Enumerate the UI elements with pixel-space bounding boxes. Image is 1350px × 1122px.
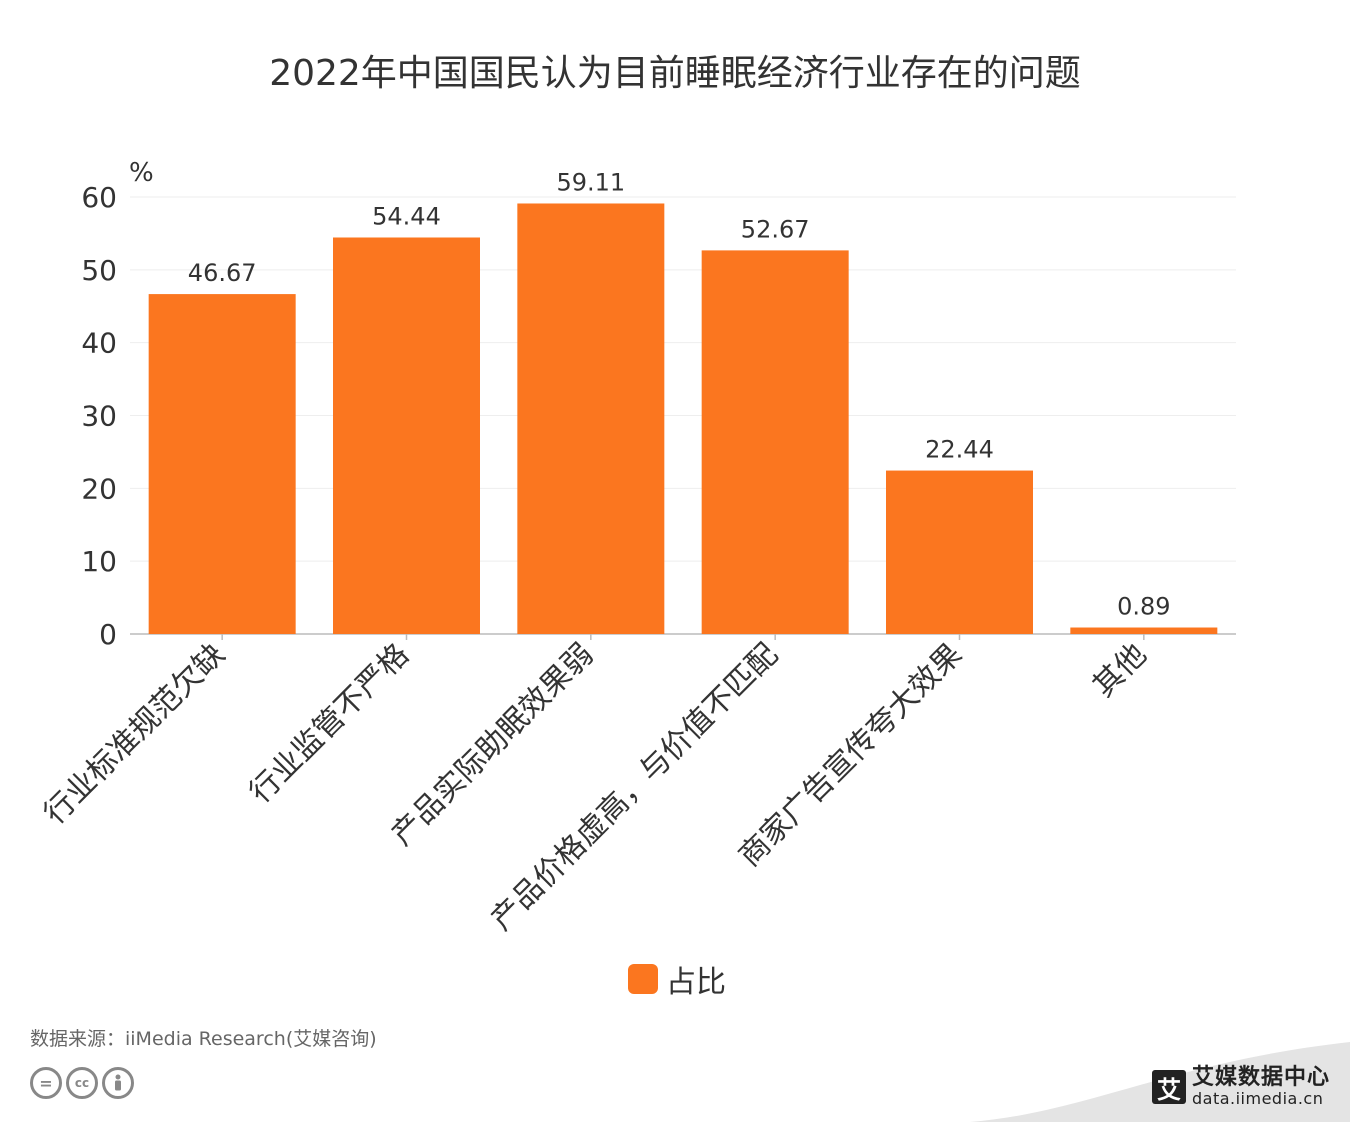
bar[interactable] [701, 250, 849, 634]
bar[interactable] [333, 237, 480, 634]
axes [130, 633, 1236, 640]
legend[interactable]: 占比 [628, 962, 726, 1000]
data-source-note: 数据来源：iiMedia Research(艾媒咨询) [30, 1028, 377, 1050]
value-label: 59.11 [556, 168, 625, 196]
y-tick-label: 50 [81, 254, 117, 287]
chart-title: 2022年中国国民认为目前睡眠经济行业存在的问题 [269, 53, 1081, 94]
x-category-label: 其他 [1086, 637, 1153, 704]
license-icons: = cc [30, 1067, 134, 1099]
y-tick-label: 0 [99, 618, 117, 651]
y-tick-label: 30 [81, 400, 117, 433]
cc-icon: cc [66, 1067, 98, 1099]
value-label: 0.89 [1117, 593, 1170, 621]
bar[interactable] [517, 203, 665, 634]
y-unit-label: % [129, 158, 154, 188]
y-tick-label: 10 [81, 545, 117, 578]
x-category-label: 产品实际助眠效果弱 [385, 637, 601, 853]
bar[interactable] [1070, 627, 1218, 634]
y-tick-label: 20 [81, 472, 117, 505]
value-label: 46.67 [188, 259, 257, 287]
legend-label: 占比 [666, 965, 726, 1000]
value-label: 22.44 [925, 436, 994, 464]
y-tick-label: 60 [81, 181, 117, 214]
bar[interactable] [886, 470, 1033, 634]
value-label: 52.67 [741, 215, 810, 243]
value-label: 54.44 [372, 202, 441, 230]
bar[interactable] [148, 294, 296, 634]
bars [148, 203, 1218, 634]
brand-logo-icon: 艾 [1151, 1070, 1186, 1104]
person-icon [102, 1067, 134, 1099]
x-category-label: 行业标准规范欠缺 [37, 637, 231, 831]
brand-watermark[interactable]: 艾 艾媒数据中心 data.iimedia.cn [1151, 1065, 1330, 1108]
brand-url: data.iimedia.cn [1191, 1089, 1324, 1108]
y-tick-label: 40 [81, 327, 117, 360]
brand-name: 艾媒数据中心 [1191, 1065, 1330, 1090]
bar-chart: % 0 10 20 30 40 50 60 46.67 行业标准规范欠缺 54.44 行业监管不严格 5… [37, 158, 1236, 937]
equals-icon: = [30, 1067, 62, 1099]
grid-lines [130, 196, 1236, 562]
legend-swatch [628, 964, 658, 994]
x-category-label: 行业监管不严格 [243, 637, 416, 810]
